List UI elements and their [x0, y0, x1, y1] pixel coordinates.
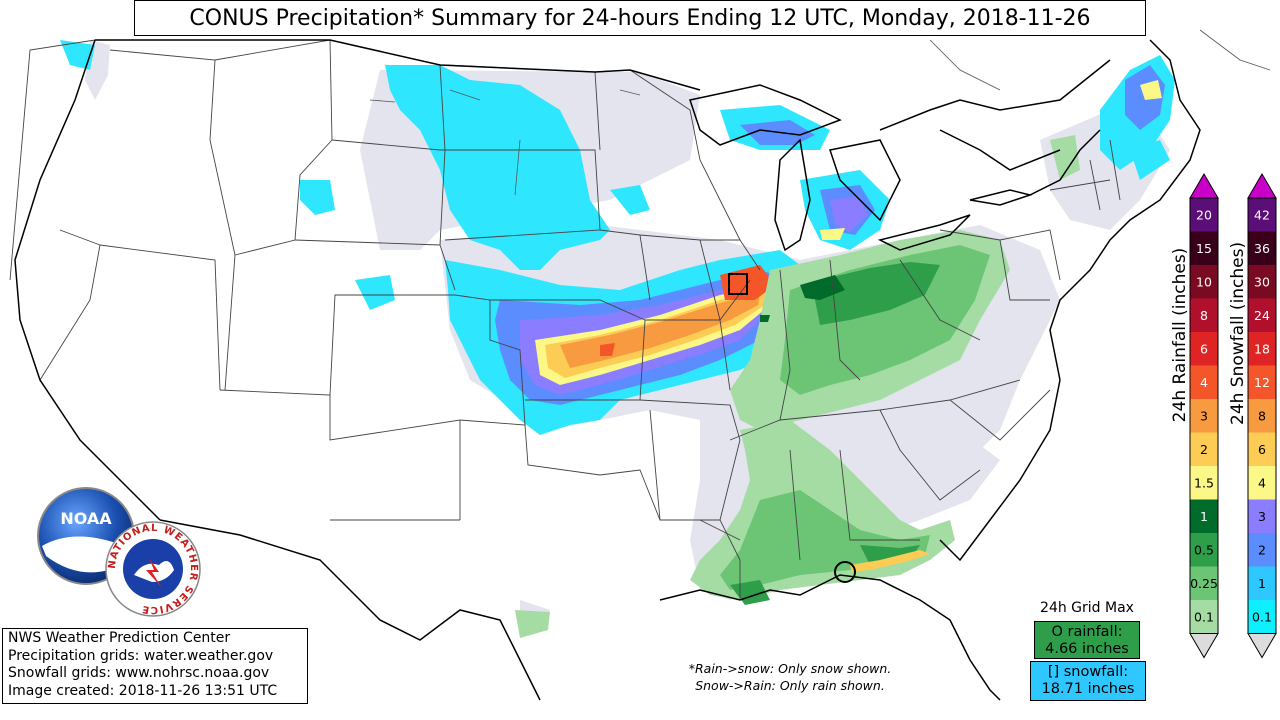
snowfall-level-label: 8: [1258, 408, 1266, 423]
snowfall-level-label: 1: [1258, 576, 1266, 591]
rainfall-level-swatch: [1190, 600, 1218, 634]
national-coastline: [14, 39, 1201, 701]
rainfall-colorbar: 20 15 10 8 6 4 3 2 1.5 1 0.5 0.25 0.1: [1189, 173, 1219, 659]
grid-max-snow-value: 18.71 inches: [1041, 681, 1135, 697]
rainfall-level-label: 0.5: [1194, 542, 1214, 557]
rainfall-level-swatch: [1190, 332, 1218, 366]
rainfall-level-swatch: [1190, 399, 1218, 433]
rainfall-level-swatch: [1190, 566, 1218, 600]
rainfall-level-swatch: [1190, 432, 1218, 466]
snowfall-level-label: 4: [1258, 475, 1266, 490]
rainfall-over-triangle: [1189, 173, 1219, 199]
snowfall-level-label: 30: [1254, 274, 1270, 289]
rainfall-max-marker: [834, 561, 856, 583]
snowfall-scale-label: 24h Snowfall (inches): [1228, 241, 1248, 425]
rainfall-level-label: 1.5: [1194, 475, 1214, 490]
rainfall-level-label: 20: [1196, 207, 1212, 222]
rainfall-level-label: 4: [1200, 375, 1208, 390]
rainfall-level-label: 15: [1196, 241, 1212, 256]
rainfall-level-swatch: [1190, 533, 1218, 567]
rainfall-level-swatch: [1190, 198, 1218, 232]
nws-logo: NATIONAL WEATHER SERVICE: [105, 521, 201, 617]
snowfall-level-swatch: [1248, 533, 1276, 567]
map-title: CONUS Precipitation* Summary for 24-hour…: [134, 0, 1146, 36]
snowfall-level-swatch: [1248, 365, 1276, 399]
rainfall-level-label: 0.1: [1194, 609, 1214, 624]
snowfall-level-label: 6: [1258, 442, 1266, 457]
snowfall-level-label: 18: [1254, 341, 1270, 356]
snowfall-level-swatch: [1248, 231, 1276, 265]
info-line-created: Image created: 2018-11-26 13:51 UTC: [8, 682, 278, 699]
rainfall-level-swatch: [1190, 365, 1218, 399]
info-line-precip-source: Precipitation grids: water.weather.gov: [8, 647, 274, 664]
rainfall-scale-label: 24h Rainfall (inches): [1170, 247, 1190, 423]
rainfall-level-label: 0.25: [1190, 576, 1218, 591]
grid-max-snow-label: [] snowfall:: [1047, 664, 1129, 680]
grid-max-rain-label: O rainfall:: [1051, 624, 1123, 640]
grid-max-snowfall: [] snowfall: 18.71 inches: [1030, 661, 1146, 701]
snowfall-level-swatch: [1248, 265, 1276, 299]
info-box: NWS Weather Prediction Center Precipitat…: [2, 628, 308, 704]
snowfall-colorbar: 42 36 30 24 18 12 8 6 4 3 2 1 0.1: [1247, 173, 1277, 659]
snowfall-level-swatch: [1248, 332, 1276, 366]
rainfall-level-label: 8: [1200, 308, 1208, 323]
grid-max-title: 24h Grid Max: [1040, 600, 1134, 616]
grid-max-rain-value: 4.66 inches: [1045, 641, 1129, 657]
snowfall-level-label: 42: [1254, 207, 1270, 222]
rainfall-level-swatch: [1190, 499, 1218, 533]
snowfall-level-swatch: [1248, 198, 1276, 232]
rainfall-level-swatch: [1190, 466, 1218, 500]
rainfall-level-swatch: [1190, 298, 1218, 332]
snowfall-level-swatch: [1248, 298, 1276, 332]
rainfall-level-label: 1: [1200, 509, 1208, 524]
snowfall-level-label: 36: [1254, 241, 1270, 256]
snowfall-level-swatch: [1248, 566, 1276, 600]
info-line-wpc: NWS Weather Prediction Center: [8, 630, 231, 646]
precip-shading: [60, 40, 1175, 700]
grid-max-rainfall: O rainfall: 4.66 inches: [1034, 621, 1140, 659]
noaa-logo-text: NOAA: [60, 509, 112, 528]
rain-snow-note: *Rain->snow: Only snow shown. Snow->Rain…: [640, 660, 940, 694]
snowfall-over-triangle: [1247, 173, 1277, 199]
snowfall-level-swatch: [1248, 432, 1276, 466]
snowfall-level-label: 12: [1254, 375, 1270, 390]
snowfall-level-label: 2: [1258, 542, 1266, 557]
rainfall-level-label: 6: [1200, 341, 1208, 356]
state-boundaries: [9, 39, 1121, 600]
snowfall-level-label: 24: [1254, 308, 1270, 323]
rainfall-level-label: 3: [1200, 408, 1208, 423]
info-line-snow-source: Snowfall grids: www.nohrsc.noaa.gov: [8, 665, 270, 681]
canada-province-lines: [369, 29, 1271, 196]
snowfall-level-swatch: [1248, 399, 1276, 433]
rainfall-level-label: 2: [1200, 442, 1208, 457]
note-line-2: Snow->Rain: Only rain shown.: [695, 678, 885, 693]
snowfall-level-label: 3: [1258, 509, 1266, 524]
rainfall-level-swatch: [1190, 265, 1218, 299]
snowfall-level-swatch: [1248, 499, 1276, 533]
snowfall-level-label: 0.1: [1252, 609, 1272, 624]
rainfall-under-triangle: [1189, 633, 1219, 659]
snowfall-level-swatch: [1248, 600, 1276, 634]
note-line-1: *Rain->snow: Only snow shown.: [688, 661, 892, 676]
rainfall-level-swatch: [1190, 231, 1218, 265]
rainfall-level-label: 10: [1196, 274, 1212, 289]
snowfall-max-marker: [728, 273, 748, 295]
snowfall-level-swatch: [1248, 466, 1276, 500]
snowfall-under-triangle: [1247, 633, 1277, 659]
